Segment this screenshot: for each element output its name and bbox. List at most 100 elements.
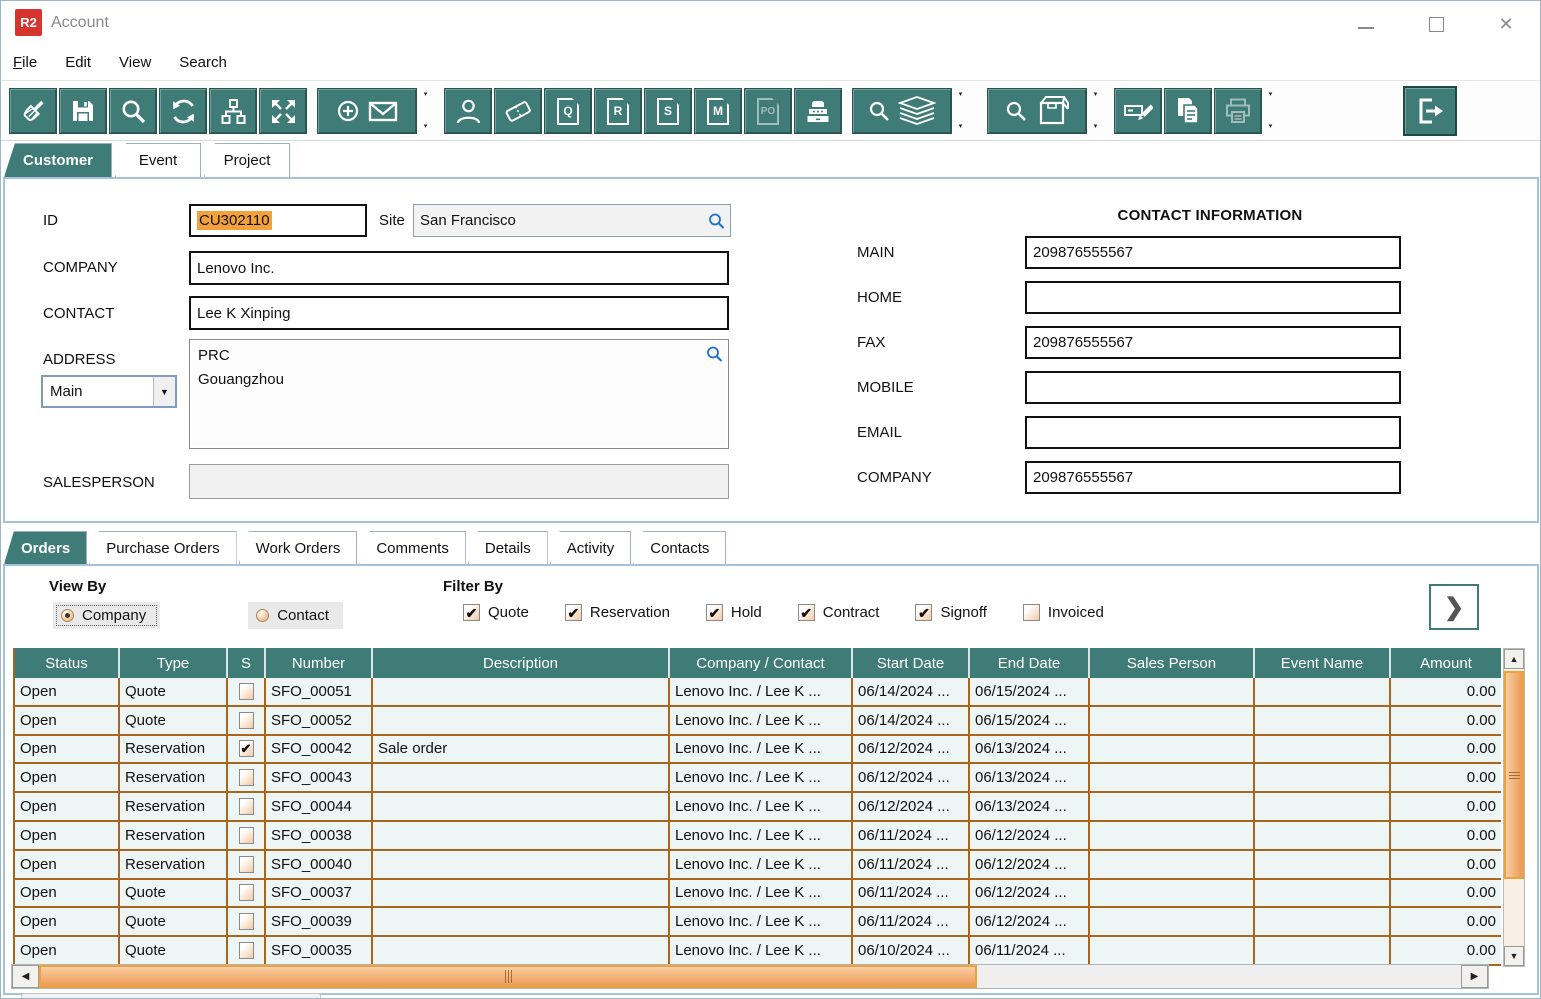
tab-details[interactable]: Details [467, 531, 548, 564]
menu-item-file[interactable]: File [13, 54, 38, 71]
rename-button[interactable] [1114, 88, 1162, 134]
table-row[interactable]: Open Reservation ✔ SFO_00042 Sale order Lenov… [15, 735, 1501, 765]
column-header-s[interactable]: S [228, 648, 266, 678]
refresh-button[interactable] [159, 88, 207, 134]
table-row[interactable]: Open Reservation SFO_00044 Lenovo Inc. / Le… [15, 793, 1501, 822]
row-checkbox[interactable] [238, 682, 254, 700]
checkbox-icon[interactable]: ✔ [705, 604, 723, 621]
site-field[interactable]: San Francisco [413, 204, 731, 237]
row-checkbox[interactable] [238, 942, 254, 960]
scroll-right-button[interactable]: ▶ [1461, 965, 1488, 988]
clear-button[interactable] [9, 88, 57, 134]
table-row[interactable]: Open Reservation SFO_00038 Lenovo Inc. / Le… [15, 821, 1501, 851]
table-row[interactable]: Open Quote SFO_00051 Lenovo Inc. / Lee K ..… [15, 678, 1501, 707]
row-checkbox[interactable] [238, 855, 254, 873]
filter-reservation[interactable]: ✔ Reservation [564, 604, 670, 621]
hierarchy-button[interactable] [209, 88, 257, 134]
column-header-company_contact[interactable]: Company / Contact [670, 648, 853, 678]
minimize-button[interactable] [1353, 11, 1379, 37]
address-search-icon[interactable] [706, 346, 723, 363]
checkbox-icon[interactable]: ✔ [564, 604, 582, 621]
signoff-doc-button[interactable]: S [644, 88, 692, 134]
filter-hold[interactable]: ✔ Hold [705, 604, 762, 621]
misc-doc-button[interactable]: M [694, 88, 742, 134]
table-row[interactable]: Open Quote SFO_00037 Lenovo Inc. / Lee K ..… [15, 879, 1501, 909]
column-header-event_name[interactable]: Event Name [1255, 648, 1391, 678]
row-checkbox[interactable] [238, 798, 254, 816]
column-header-sales_person[interactable]: Sales Person [1090, 648, 1255, 678]
checkbox-icon[interactable]: ✔ [915, 604, 933, 621]
stock-search-button[interactable] [852, 88, 952, 134]
column-header-description[interactable]: Description [373, 648, 670, 678]
mobile-field[interactable] [1025, 371, 1401, 404]
company-field[interactable]: 209876555567 [1025, 461, 1401, 494]
stock-search-dropdown[interactable]: ▾ ▾ [958, 91, 963, 130]
row-checkbox[interactable] [238, 711, 254, 729]
column-header-status[interactable]: Status [15, 648, 120, 678]
row-checkbox[interactable] [238, 769, 254, 787]
view-by-contact[interactable]: Contact [248, 602, 343, 629]
table-row[interactable]: Open Quote SFO_00052 Lenovo Inc. / Lee K ..… [15, 706, 1501, 736]
print-dropdown[interactable]: ▾ ▾ [1268, 91, 1273, 130]
contact-button[interactable] [444, 88, 492, 134]
home-field[interactable] [1025, 281, 1401, 314]
menu-item-view[interactable]: View [119, 54, 152, 71]
main-field[interactable]: 209876555567 [1025, 236, 1401, 269]
quote-doc-button[interactable]: Q [544, 88, 592, 134]
filter-signoff[interactable]: ✔ Signoff [915, 604, 987, 621]
company-field[interactable]: Lenovo Inc. [189, 251, 729, 285]
tab-work-orders[interactable]: Work Orders [238, 531, 358, 564]
menu-item-edit[interactable]: Edit [65, 54, 92, 71]
salesperson-field[interactable] [189, 464, 729, 499]
row-checkbox[interactable] [238, 826, 254, 844]
expand-button[interactable] [259, 88, 307, 134]
column-header-amount[interactable]: Amount [1391, 648, 1501, 678]
chevron-down-icon[interactable]: ▼ [153, 377, 175, 406]
column-header-type[interactable]: Type [120, 648, 228, 678]
ticket-button[interactable] [494, 88, 542, 134]
table-row[interactable]: Open Quote SFO_00039 Lenovo Inc. / Lee K ..… [15, 908, 1501, 938]
copy-button[interactable] [1164, 88, 1212, 134]
close-button[interactable]: ✕ [1498, 13, 1514, 34]
email-dropdown[interactable]: ▾ ▾ [423, 91, 428, 130]
new-email-button[interactable] [317, 88, 417, 134]
reservation-doc-button[interactable]: R [594, 88, 642, 134]
row-checkbox[interactable] [238, 913, 254, 931]
next-page-button[interactable]: ❯ [1429, 584, 1479, 630]
filter-contract[interactable]: ✔ Contract [797, 604, 879, 621]
checkbox-icon[interactable]: ✔ [463, 604, 480, 621]
product-search-dropdown[interactable]: ▾ ▾ [1093, 91, 1098, 130]
vertical-scroll-track[interactable] [1504, 669, 1524, 946]
checkbox-icon[interactable] [1022, 604, 1040, 621]
search-button[interactable] [109, 88, 157, 134]
tab-event[interactable]: Event [115, 143, 202, 177]
id-field[interactable]: CU302110 [189, 204, 367, 237]
scroll-down-button[interactable]: ▼ [1504, 946, 1524, 966]
checkbox-icon[interactable]: ✔ [797, 604, 815, 621]
tab-project[interactable]: Project [204, 143, 291, 177]
table-row[interactable]: Open Quote SFO_00035 Lenovo Inc. / Lee K ..… [15, 937, 1501, 966]
vertical-scrollbar[interactable]: ▲ ▼ [1503, 648, 1525, 967]
exit-button[interactable] [1403, 86, 1457, 136]
column-header-start_date[interactable]: Start Date [853, 648, 970, 678]
table-row[interactable]: Open Reservation SFO_00040 Lenovo Inc. / Le… [15, 850, 1501, 880]
horizontal-scrollbar[interactable]: ◀ ▶ [11, 964, 1489, 989]
fax-field[interactable]: 209876555567 [1025, 326, 1401, 359]
tab-contacts[interactable]: Contacts [633, 531, 727, 564]
product-search-button[interactable] [987, 88, 1087, 134]
tab-comments[interactable]: Comments [359, 531, 466, 564]
horizontal-scroll-thumb[interactable] [39, 965, 977, 988]
maximize-button[interactable] [1423, 11, 1449, 37]
row-checkbox[interactable] [238, 884, 254, 902]
tab-activity[interactable]: Activity [549, 531, 632, 564]
view-by-company[interactable]: Company [53, 602, 161, 629]
scroll-up-button[interactable]: ▲ [1504, 649, 1524, 669]
column-header-end_date[interactable]: End Date [970, 648, 1090, 678]
tab-orders[interactable]: Orders [4, 531, 88, 564]
tab-purchase-orders[interactable]: Purchase Orders [89, 531, 237, 564]
site-search-icon[interactable] [708, 212, 725, 229]
save-button[interactable] [59, 88, 107, 134]
vertical-scroll-thumb[interactable] [1504, 671, 1524, 879]
menu-item-search[interactable]: Search [179, 54, 227, 71]
address-type-dropdown[interactable]: Main ▼ [41, 375, 177, 408]
